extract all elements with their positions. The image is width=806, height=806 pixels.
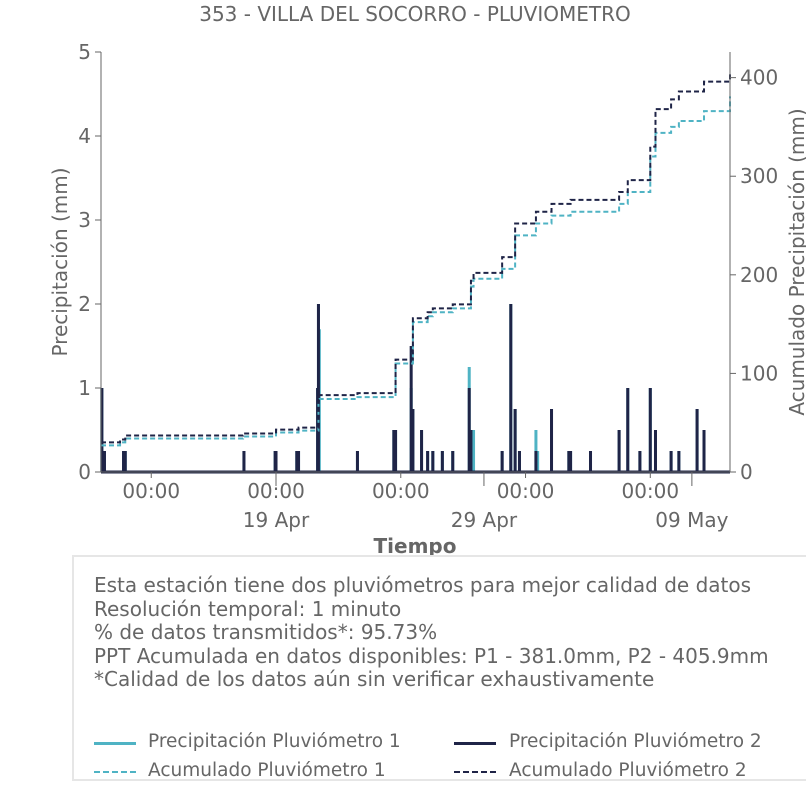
y2-axis-label: Acumulado Precipitación (mm) <box>785 108 806 415</box>
legend-swatch-p1-precip <box>94 742 136 745</box>
chart-title: 353 - VILLA DEL SOCORRO - PLUVIOMETRO <box>199 2 631 26</box>
y2-tick-label-2: 200 <box>740 263 778 287</box>
y2-tick-label-4: 400 <box>740 66 778 90</box>
x-date-label-1: 29 Apr <box>451 508 518 532</box>
info-line-stations: Esta estación tiene dos pluviómetros par… <box>94 573 752 597</box>
axes-layer: 0 1 2 3 4 5 0 100 200 300 400 00:00 00:00 00:00 00:00 0… <box>78 40 778 532</box>
info-line-transmitted: % de datos transmitidos*: 95.73% <box>94 620 438 644</box>
y-tick-label-5: 5 <box>78 40 91 64</box>
y-tick-label-2: 2 <box>78 292 91 316</box>
info-line-accumulated: PPT Acumulada en datos disponibles: P1 -… <box>94 643 769 668</box>
y-tick-label-3: 3 <box>78 208 91 232</box>
y2-tick-label-3: 300 <box>740 164 778 188</box>
legend-label-p1-precip: Precipitación Pluviómetro 1 <box>148 731 401 752</box>
chart-svg: 353 - VILLA DEL SOCORRO - PLUVIOMETRO 0 1… <box>48 2 806 558</box>
y-tick-label-4: 4 <box>78 124 91 148</box>
y-tick-label-0: 0 <box>78 460 91 484</box>
legend-label-p1-acum: Acumulado Pluviómetro 1 <box>148 760 386 781</box>
y2-tick-label-0: 0 <box>740 460 753 484</box>
info-line-quality-note: *Calidad de los datos aún sin verificar … <box>94 667 655 691</box>
series-4-line <box>101 71 731 444</box>
info-text: Esta estación tiene dos pluviómetros par… <box>94 573 769 692</box>
series-2-line <box>100 304 730 474</box>
legend-swatch-p1-acum <box>94 771 136 773</box>
legend-label-p2-acum: Acumulado Pluviómetro 2 <box>509 760 747 781</box>
legend-swatch-p2-acum <box>454 771 496 773</box>
legend-swatch-p2-precip <box>454 742 496 745</box>
info-line-resolution: Resolución temporal: 1 minuto <box>94 596 402 621</box>
y-tick-label-1: 1 <box>78 376 91 400</box>
series-1-line <box>100 304 730 474</box>
info-box: Esta estación tiene dos pluviómetros par… <box>72 555 806 781</box>
series-layer <box>100 71 731 474</box>
x-tick-label-4: 00:00 <box>621 479 679 503</box>
x-tick-label-2: 00:00 <box>372 479 430 503</box>
x-date-label-0: 19 Apr <box>243 508 310 532</box>
y-axis-label: Precipitación (mm) <box>48 167 72 356</box>
legend-label-p2-precip: Precipitación Pluviómetro 2 <box>509 731 762 752</box>
x-tick-label-0: 00:00 <box>122 479 180 503</box>
series-3-line <box>101 96 731 447</box>
x-axis-label: Tiempo <box>374 534 457 558</box>
x-date-label-2: 09 May <box>655 508 728 532</box>
x-tick-label-3: 00:00 <box>497 479 555 503</box>
y2-tick-label-1: 100 <box>740 361 778 385</box>
